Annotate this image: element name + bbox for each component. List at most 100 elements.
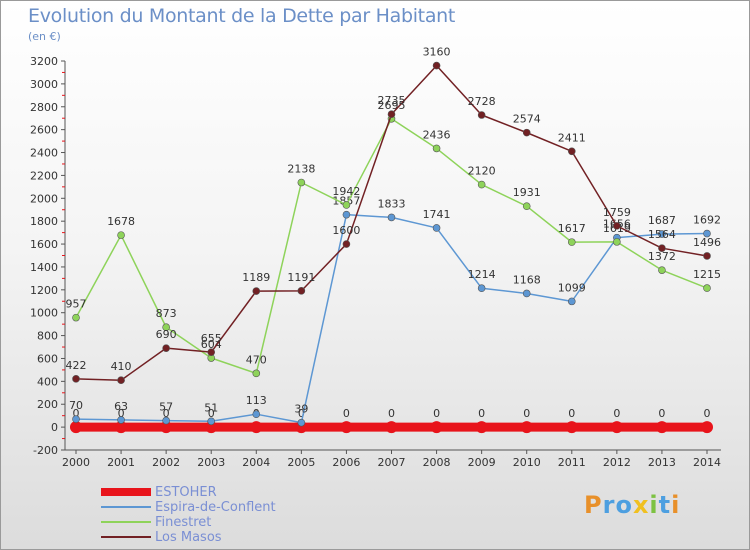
data-point — [475, 421, 488, 434]
data-point — [658, 244, 666, 252]
data-point — [567, 297, 576, 306]
data-point — [117, 231, 125, 239]
legend-label: ESTOHER — [155, 484, 217, 500]
data-label: 422 — [66, 359, 87, 372]
data-label: 1191 — [287, 271, 315, 284]
data-point — [297, 287, 306, 295]
data-label: 1687 — [648, 214, 676, 227]
data-label: 1168 — [513, 273, 541, 286]
data-point — [520, 421, 533, 434]
legend-swatch — [101, 506, 151, 508]
y-tick-label: 2800 — [30, 101, 58, 114]
data-label: 0 — [433, 407, 440, 420]
data-point — [160, 421, 173, 434]
data-point — [72, 415, 80, 423]
data-point — [297, 178, 306, 187]
x-tick-label: 2013 — [648, 456, 676, 469]
data-point — [340, 421, 353, 434]
x-tick-label: 2011 — [558, 456, 586, 469]
x-tick-label: 2000 — [62, 456, 90, 469]
data-point — [117, 416, 125, 424]
data-point — [297, 418, 306, 427]
data-label: 51 — [204, 401, 218, 414]
data-label: 604 — [201, 338, 222, 351]
data-label: 0 — [208, 407, 215, 420]
data-label: 2695 — [378, 99, 406, 112]
y-tick-label: 3200 — [30, 55, 58, 68]
data-point — [613, 238, 621, 246]
data-point — [162, 416, 170, 425]
data-label: 1617 — [558, 222, 586, 235]
data-label: 0 — [658, 407, 665, 420]
x-tick-label: 2014 — [693, 456, 721, 469]
data-label: 0 — [613, 407, 620, 420]
y-tick-label: 800 — [37, 330, 58, 343]
legend-swatch — [101, 536, 151, 538]
y-tick-label: -200 — [33, 444, 58, 457]
data-point — [567, 147, 576, 156]
x-tick-label: 2006 — [332, 456, 360, 469]
data-point — [342, 201, 351, 209]
data-label: 1942 — [332, 185, 360, 198]
y-tick-label: 3000 — [30, 78, 58, 91]
y-tick-label: 0 — [51, 421, 58, 434]
legend-swatch — [101, 488, 151, 496]
data-point — [703, 284, 711, 292]
data-label: 0 — [343, 407, 350, 420]
data-label: 655 — [201, 332, 222, 345]
data-label: 0 — [478, 407, 485, 420]
data-label: 0 — [118, 407, 125, 420]
data-point — [432, 144, 441, 153]
data-point — [72, 375, 80, 383]
x-tick-label: 2008 — [423, 456, 451, 469]
logo-letter: r — [602, 491, 616, 519]
data-point — [205, 421, 218, 434]
data-label: 1741 — [423, 208, 451, 221]
data-label: 2574 — [513, 113, 541, 126]
data-label: 1692 — [693, 214, 721, 227]
data-label: 1099 — [558, 281, 586, 294]
y-tick-label: 2000 — [30, 192, 58, 205]
legend-label: Finestret — [155, 514, 212, 530]
y-tick-label: 1800 — [30, 215, 58, 228]
logo-letter: P — [584, 491, 603, 519]
data-point — [252, 369, 261, 378]
chart-unit: (en €) — [28, 30, 61, 43]
data-point — [207, 417, 216, 426]
y-tick-label: 2600 — [30, 124, 58, 137]
y-tick-label: 2200 — [30, 169, 58, 182]
data-point — [477, 111, 486, 119]
data-label: 0 — [163, 407, 170, 420]
data-point — [387, 213, 396, 222]
data-point — [432, 61, 441, 70]
data-point — [70, 421, 82, 434]
data-point — [432, 224, 441, 232]
data-point — [385, 421, 398, 434]
data-label: 57 — [159, 401, 173, 414]
legend-item: Finestret — [101, 514, 211, 530]
data-label: 1564 — [648, 228, 676, 241]
data-label: 873 — [156, 307, 177, 320]
data-label: 1372 — [648, 250, 676, 263]
data-label: 1214 — [468, 268, 496, 281]
data-point — [701, 421, 713, 434]
chart-title: Evolution du Montant de la Dette par Hab… — [28, 5, 456, 27]
data-point — [703, 229, 711, 238]
data-label: 2138 — [287, 163, 315, 176]
data-point — [655, 421, 668, 434]
data-label: 2735 — [378, 94, 406, 107]
legend-item: Los Masos — [101, 529, 222, 545]
y-tick-label: 1200 — [30, 284, 58, 297]
data-label: 113 — [246, 394, 267, 407]
data-label: 3160 — [423, 46, 451, 59]
y-tick-label: 600 — [37, 352, 58, 365]
data-label: 2411 — [558, 131, 586, 144]
data-point — [162, 344, 170, 352]
data-label: 2728 — [468, 95, 496, 108]
data-label: 1833 — [378, 197, 406, 210]
data-point — [658, 230, 666, 238]
data-label: 1496 — [693, 236, 721, 249]
data-label: 0 — [568, 407, 575, 420]
data-label: 0 — [298, 407, 305, 420]
